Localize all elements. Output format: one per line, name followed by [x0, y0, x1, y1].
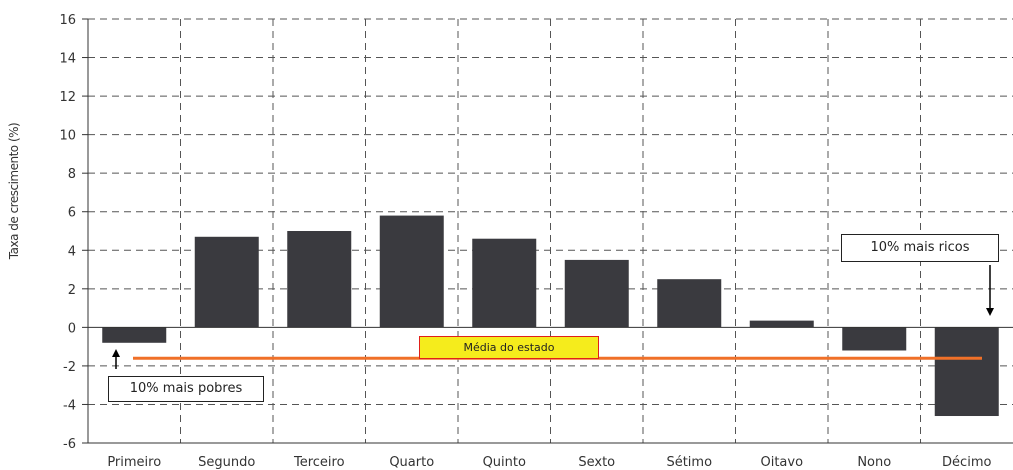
axes — [87, 19, 1013, 444]
bar-5 — [472, 238, 537, 328]
bar-7 — [657, 279, 722, 328]
y-tick-label: 4 — [68, 244, 76, 259]
x-tick-label: Terceiro — [293, 455, 345, 470]
y-tick-label: -4 — [63, 398, 76, 413]
y-tick-label: 6 — [68, 206, 76, 221]
x-tick-label: Primeiro — [107, 455, 161, 470]
y-tick-label: 0 — [68, 321, 76, 336]
x-tick-label: Nono — [857, 455, 891, 470]
bar-9 — [842, 327, 907, 351]
y-tick-label: 16 — [59, 13, 76, 28]
annotation-poorest: 10% mais pobres — [108, 376, 264, 402]
y-tick-label: 14 — [59, 52, 76, 67]
y-tick-label: -2 — [63, 360, 76, 375]
bar-2 — [194, 236, 259, 328]
arrow-poorest-head — [112, 349, 120, 357]
x-tick-label: Sétimo — [666, 455, 712, 470]
x-tick-label: Décimo — [942, 455, 991, 470]
x-tick-label: Sexto — [578, 455, 615, 470]
bars — [102, 215, 999, 417]
y-tick-label: -6 — [63, 437, 76, 452]
bar-6 — [564, 259, 629, 328]
bar-3 — [287, 231, 352, 328]
x-tick-label: Segundo — [198, 455, 255, 470]
y-tick-label: 2 — [68, 283, 76, 298]
bar-10 — [934, 327, 999, 417]
y-axis-label: Taxa de crescimento (%) — [7, 123, 21, 260]
x-tick-label: Quarto — [389, 455, 434, 470]
bar-4 — [379, 215, 444, 328]
bar-1 — [102, 327, 167, 343]
annotation-richest: 10% mais ricos — [841, 234, 999, 262]
y-tick-label: 12 — [59, 90, 76, 105]
arrow-richest-head — [986, 308, 994, 316]
state-average-label: Média do estado — [419, 336, 599, 359]
y-tick-label: 10 — [59, 129, 76, 144]
tick-labels: -6 -4 -2 0 2 4 6 8 10 12 14 16 Primeiro Segundo Tercei… — [59, 13, 991, 470]
x-tick-label: Quinto — [483, 455, 526, 470]
annotation-arrows — [112, 265, 994, 369]
bar-8 — [749, 320, 814, 328]
y-tick-label: 8 — [68, 167, 76, 182]
grid — [88, 18, 1013, 444]
x-tick-label: Oitavo — [760, 455, 803, 470]
